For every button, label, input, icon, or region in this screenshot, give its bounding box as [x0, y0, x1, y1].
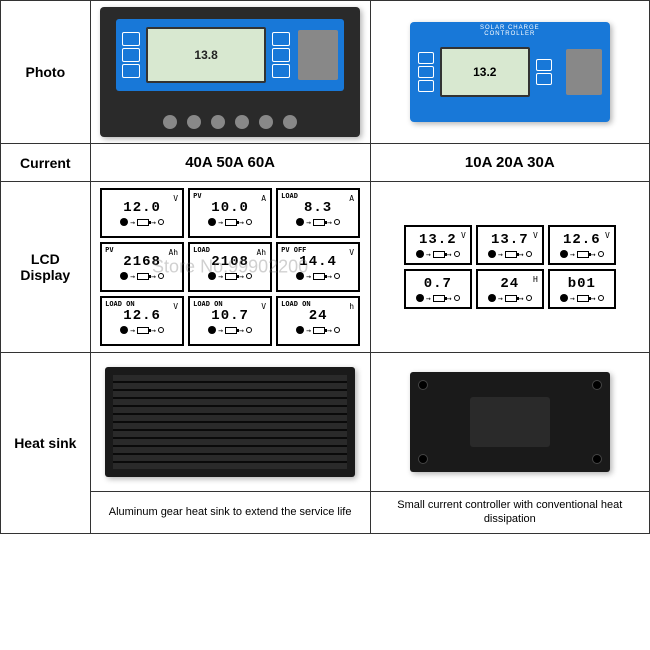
usb-port-icon: [566, 49, 602, 95]
lcd-cell: LOAD ONh24→→: [276, 296, 360, 346]
lcd-cell: 0.7→→: [404, 269, 472, 309]
usb-port-icon: [298, 30, 338, 80]
lcd-cell: b01→→: [548, 269, 616, 309]
current-col2: 10A 20A 30A: [370, 144, 649, 182]
lcd-cell: PVA10.0→→: [188, 188, 272, 238]
photo-col2: SOLAR CHARGE CONTROLLER 13.2: [370, 1, 649, 144]
lcd-grid-small: V13.2→→V13.7→→V12.6→→ 0.7→→H24→→b01→→: [404, 225, 616, 309]
heatsink-large-image: [105, 367, 355, 477]
lcd-cell: LOAD ONV12.6→→: [100, 296, 184, 346]
lcd-cell: LOADA8.3→→: [276, 188, 360, 238]
row-photo: Photo 13.8 SOLAR CHARGE CONTROLLER 13.2: [1, 1, 650, 144]
lcd-cell: LOAD ONV10.7→→: [188, 296, 272, 346]
lcd-cell: V12.0→→: [100, 188, 184, 238]
label-current: Current: [1, 144, 91, 182]
controller-large-lcd: 13.8: [146, 27, 266, 83]
controller-small-lcd: 13.2: [440, 47, 530, 97]
lcd-cell: V13.7→→: [476, 225, 544, 265]
current-col1: 40A 50A 60A: [90, 144, 370, 182]
heatsink-col2: [370, 353, 649, 492]
lcd-col2: V13.2→→V13.7→→V12.6→→ 0.7→→H24→→b01→→: [370, 182, 649, 353]
row-current: Current 40A 50A 60A 10A 20A 30A: [1, 144, 650, 182]
lcd-cell: PV OFFV14.4→→: [276, 242, 360, 292]
heatsink-caption2: Small current controller with convention…: [370, 492, 649, 534]
lcd-cell: V12.6→→: [548, 225, 616, 265]
label-lcd: LCD Display: [1, 182, 91, 353]
label-heatsink: Heat sink: [1, 353, 91, 534]
heatsink-col1: [90, 353, 370, 492]
heatsink-small-image: [410, 372, 610, 472]
label-photo: Photo: [1, 1, 91, 144]
lcd-cell: V13.2→→: [404, 225, 472, 265]
row-heatsink-caption: Aluminum gear heat sink to extend the se…: [1, 492, 650, 534]
controller-small-title: SOLAR CHARGE CONTROLLER: [460, 25, 560, 37]
lcd-grid-large: V12.0→→PVA10.0→→LOADA8.3→→PVAh2168→→LOAD…: [100, 188, 360, 346]
lcd-cell: LOADAh2108→→: [188, 242, 272, 292]
row-heatsink: Heat sink: [1, 353, 650, 492]
lcd-cell: PVAh2168→→: [100, 242, 184, 292]
photo-col1: 13.8: [90, 1, 370, 144]
lcd-cell: H24→→: [476, 269, 544, 309]
controller-large-image: 13.8: [100, 7, 360, 137]
controller-small-image: SOLAR CHARGE CONTROLLER 13.2: [410, 22, 610, 122]
comparison-table: Photo 13.8 SOLAR CHARGE CONTROLLER 13.2: [0, 0, 650, 534]
lcd-col1: V12.0→→PVA10.0→→LOADA8.3→→PVAh2168→→LOAD…: [90, 182, 370, 353]
heatsink-caption1: Aluminum gear heat sink to extend the se…: [90, 492, 370, 534]
row-lcd: LCD Display V12.0→→PVA10.0→→LOADA8.3→→PV…: [1, 182, 650, 353]
